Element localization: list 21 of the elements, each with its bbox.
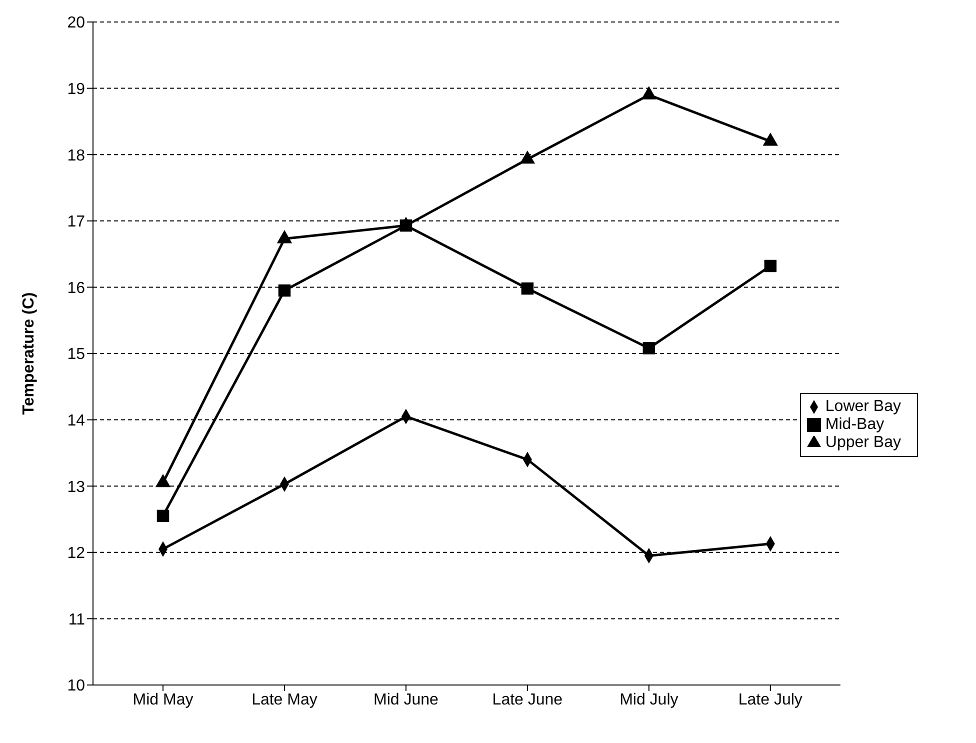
legend-label: Mid-Bay	[825, 416, 884, 433]
y-tick-label: 19	[67, 80, 86, 98]
y-tick-label: 10	[67, 678, 86, 695]
y-axis-title: Temperature (C)	[20, 292, 38, 415]
legend-label: Upper Bay	[825, 434, 901, 451]
y-tick-label: 12	[67, 545, 86, 562]
y-tick-label: 20	[67, 14, 86, 32]
y-tick-label: 15	[67, 346, 86, 364]
x-tick-label: Mid May	[132, 691, 194, 708]
y-tick-label: 17	[67, 214, 86, 231]
y-tick-label: 18	[67, 147, 86, 164]
y-tick-label: 16	[67, 280, 86, 297]
x-tick-label: Late July	[738, 691, 802, 708]
x-tick-label: Mid June	[374, 691, 439, 708]
x-tick-label: Mid July	[620, 691, 678, 708]
x-tick-label: Late May	[252, 691, 318, 708]
y-tick-label: 11	[68, 611, 86, 628]
y-tick-label: 13	[67, 478, 86, 496]
legend-label: Lower Bay	[825, 398, 901, 415]
x-tick-label: Late June	[492, 691, 563, 708]
y-tick-label: 14	[67, 412, 86, 430]
